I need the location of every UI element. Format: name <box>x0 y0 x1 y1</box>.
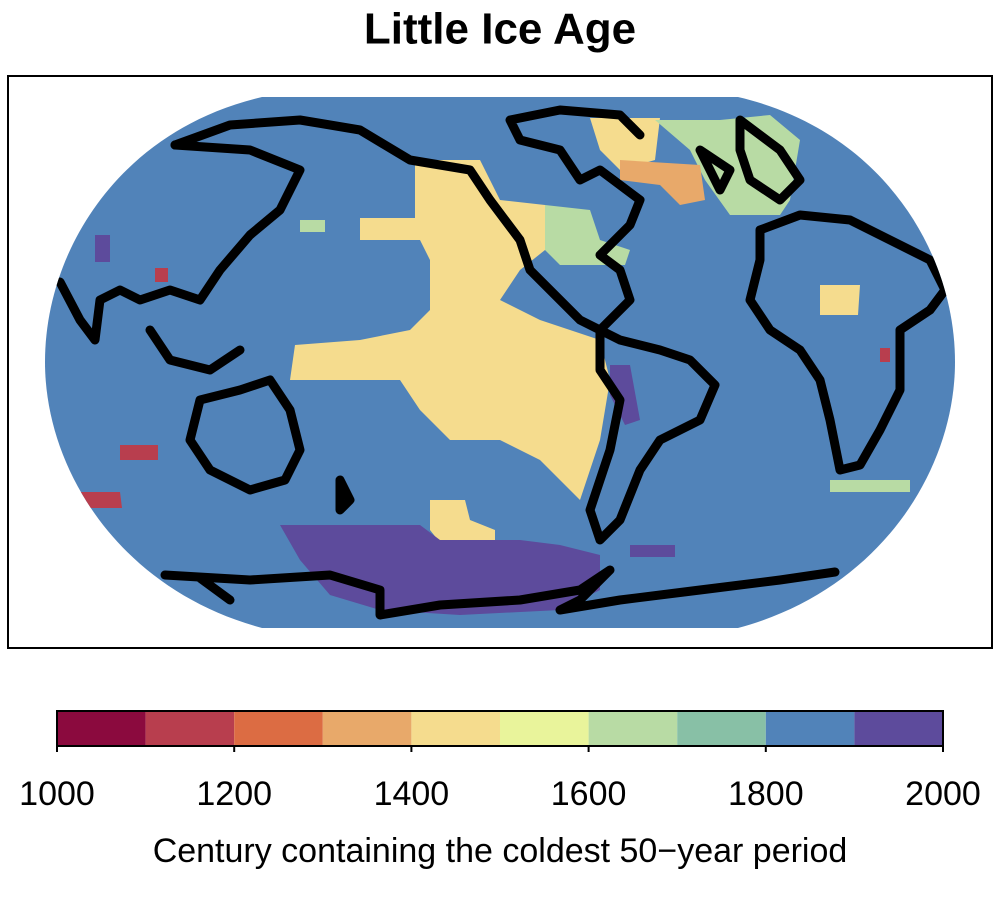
colorbar-bin <box>854 711 943 746</box>
colorbar-tick-label: 1600 <box>551 775 627 813</box>
colorbar: 1000 1200 1400 1600 1800 2000 <box>19 710 981 813</box>
coastline <box>55 140 305 345</box>
colorbar-bin <box>322 711 412 746</box>
coastline <box>695 115 805 205</box>
colorbar-bin <box>411 711 500 746</box>
colorbar-tick-label: 1000 <box>19 775 95 813</box>
colorbar-bin <box>588 711 678 746</box>
colorbar-bin <box>677 711 766 746</box>
colorbar-tick-label: 1200 <box>196 775 272 813</box>
colorbar-bin <box>234 711 323 746</box>
map <box>45 97 955 628</box>
region <box>95 235 675 615</box>
colorbar-bin <box>765 711 855 746</box>
coastline <box>170 105 645 335</box>
region <box>620 160 705 205</box>
colorbar-bin <box>57 711 146 746</box>
colorbar-bin <box>500 711 589 746</box>
colorbar-tick-label: 1400 <box>374 775 450 813</box>
colorbar-label: Century containing the coldest 50−year p… <box>153 832 848 870</box>
title: Little Ice Age <box>364 5 636 54</box>
coastline <box>145 325 355 515</box>
coastline <box>160 565 840 620</box>
region <box>290 160 610 500</box>
coastline <box>745 210 950 475</box>
colorbar-tick-label: 2000 <box>905 775 981 813</box>
coastline <box>585 325 720 545</box>
colorbar-tick-label: 1800 <box>728 775 804 813</box>
colorbar-frame <box>56 710 944 747</box>
colorbar-bin <box>145 711 235 746</box>
region <box>300 115 910 492</box>
